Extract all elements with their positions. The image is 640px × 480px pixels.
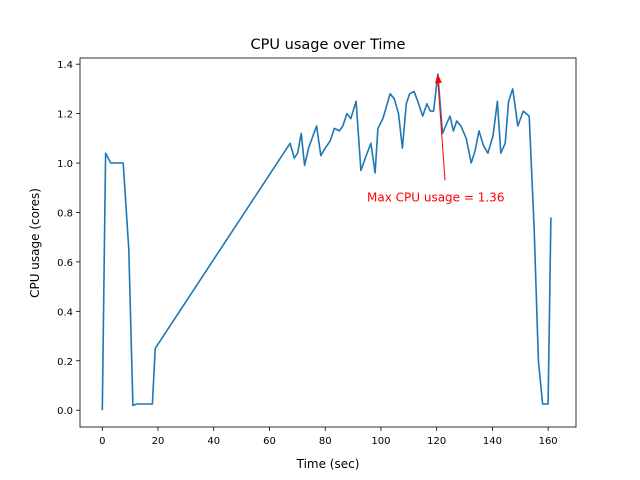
y-tick-label: 1.0 [57, 159, 73, 170]
x-tick-label: 140 [483, 436, 502, 447]
chart-title: CPU usage over Time [251, 37, 406, 53]
y-tick-label: 0.6 [57, 258, 73, 269]
y-tick-label: 1.4 [57, 60, 73, 71]
max-annotation-arrow [437, 80, 446, 181]
max-annotation-arrowhead [434, 74, 442, 84]
y-tick-label: 0.2 [57, 357, 73, 368]
y-tick-label: 0.0 [57, 406, 73, 417]
x-tick-label: 0 [99, 436, 105, 447]
x-tick-label: 100 [371, 436, 390, 447]
y-tick-label: 1.2 [57, 110, 73, 121]
x-tick-label: 40 [207, 436, 220, 447]
x-tick-label: 20 [152, 436, 165, 447]
x-tick-label: 160 [539, 436, 558, 447]
x-tick-label: 80 [319, 436, 332, 447]
y-axis-label: CPU usage (cores) [28, 188, 42, 298]
x-tick-label: 120 [427, 436, 446, 447]
cpu-usage-line [101, 73, 552, 411]
y-tick-label: 0.8 [57, 208, 73, 219]
x-tick-label: 60 [263, 436, 276, 447]
plot-frame [79, 57, 577, 428]
y-tick-label: 0.4 [57, 307, 73, 318]
x-axis-label: Time (sec) [296, 457, 360, 471]
max-annotation-label: Max CPU usage = 1.36 [367, 191, 504, 205]
